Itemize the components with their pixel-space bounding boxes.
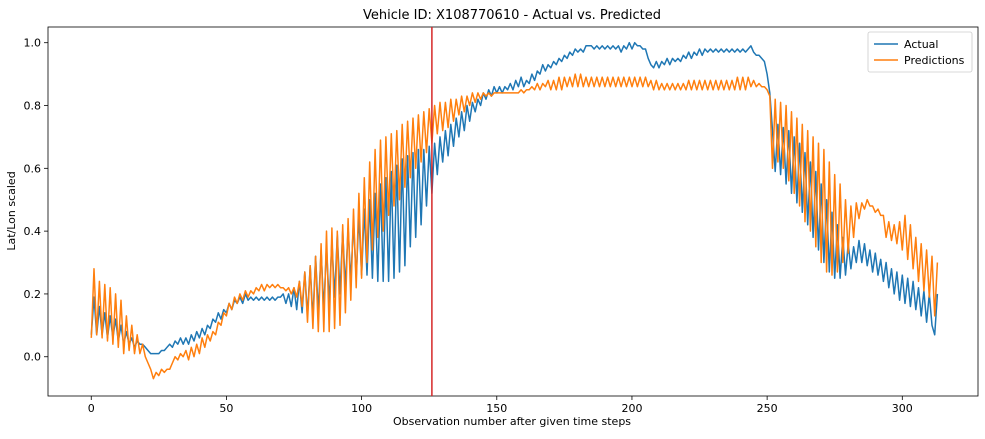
x-tick-label: 100 xyxy=(351,402,372,415)
y-tick-label: 0.4 xyxy=(24,225,42,238)
x-tick-label: 250 xyxy=(757,402,778,415)
x-tick-label: 150 xyxy=(486,402,507,415)
x-tick-label: 300 xyxy=(892,402,913,415)
axes-frame-border xyxy=(47,26,979,397)
legend-box xyxy=(867,31,973,73)
x-tick-label: 50 xyxy=(219,402,233,415)
y-tick-label: 0.6 xyxy=(24,162,42,175)
y-axis: 0.0 0.2 0.4 0.6 0.8 1.0 xyxy=(24,37,48,364)
x-axis: 0 50 100 150 200 250 300 xyxy=(88,396,913,415)
x-tick-label: 200 xyxy=(621,402,642,415)
series-line-predictions xyxy=(90,73,939,380)
legend-label: Actual xyxy=(904,38,938,51)
y-tick-label: 0.0 xyxy=(24,351,42,364)
plot-area xyxy=(47,26,979,397)
chart-title: Vehicle ID: X108770610 - Actual vs. Pred… xyxy=(363,8,661,23)
y-tick-label: 0.2 xyxy=(24,288,42,301)
y-axis-label: Lat/Lon scaled xyxy=(5,171,18,250)
y-tick-label: 1.0 xyxy=(24,37,42,50)
series-layer xyxy=(90,27,939,396)
series-line-actual xyxy=(90,41,939,355)
legend: Actual Predictions xyxy=(867,31,973,73)
legend-label: Predictions xyxy=(904,54,965,67)
y-tick-label: 0.8 xyxy=(24,100,42,113)
x-axis-label: Observation number after given time step… xyxy=(393,415,631,428)
x-tick-label: 0 xyxy=(88,402,95,415)
